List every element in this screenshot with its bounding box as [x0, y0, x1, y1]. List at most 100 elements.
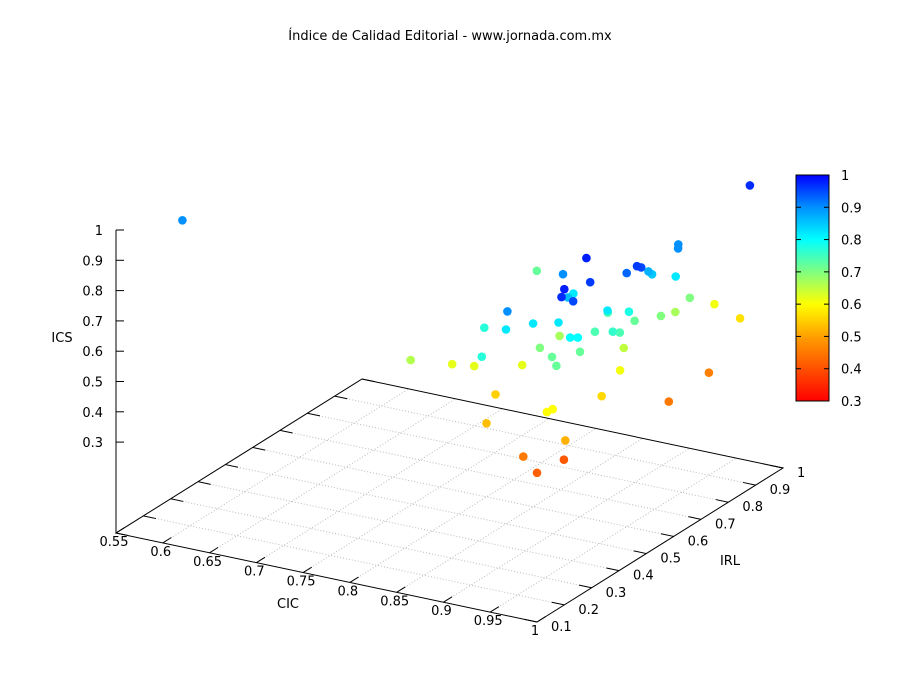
x-tick — [209, 546, 219, 554]
data-point — [582, 253, 591, 263]
x-tick — [443, 596, 453, 603]
data-point — [644, 267, 653, 276]
y-tick-mirror — [143, 515, 157, 520]
z-axis-label: ICS — [51, 331, 72, 346]
data-point — [632, 261, 642, 271]
z-tick-label: 0.3 — [82, 436, 103, 451]
colorbar-gradient — [795, 174, 830, 402]
data-point — [685, 293, 695, 303]
x-tick-label: 0.55 — [100, 535, 129, 550]
y-tick-label: 0.5 — [660, 552, 681, 567]
data-point — [575, 347, 585, 357]
y-tick-mirror — [252, 446, 266, 451]
colorbar-tick-label: 0.8 — [841, 234, 862, 249]
data-point — [532, 468, 542, 478]
z-tick-label: 0.4 — [82, 406, 103, 421]
data-point — [554, 318, 563, 327]
y-tick-mirror — [170, 498, 184, 502]
data-point — [542, 407, 552, 417]
data-point — [568, 297, 578, 306]
data-point — [555, 331, 564, 341]
data-point — [532, 266, 542, 276]
data-point — [491, 390, 500, 399]
data-point — [503, 307, 512, 316]
y-tick-label: 0.3 — [606, 586, 627, 601]
colorbar: 1 0.9 0.8 0.7 0.6 0.5 0.4 0.3 — [795, 169, 862, 410]
data-point — [608, 327, 618, 337]
x-tick-label: 0.95 — [474, 614, 503, 629]
base-frame — [114, 378, 785, 623]
grid-line-y — [225, 464, 647, 555]
data-point — [615, 366, 625, 375]
data-point — [745, 181, 755, 190]
grid-line-x — [349, 428, 597, 583]
data-point — [573, 333, 583, 342]
data-point — [603, 306, 612, 315]
data-point — [664, 397, 674, 406]
data-point — [535, 343, 545, 353]
x-tick — [396, 586, 406, 593]
x-tick-label: 0.75 — [287, 575, 316, 590]
data-point — [590, 327, 600, 337]
data-point — [704, 368, 714, 378]
y-tick-label: 0.1 — [551, 620, 572, 635]
data-point — [557, 292, 566, 302]
data-point — [597, 391, 606, 401]
data-point — [178, 216, 187, 225]
x-tick — [256, 556, 266, 564]
grid-line-x — [302, 418, 550, 573]
x-tick-label: 0.65 — [193, 555, 222, 570]
y-tick-label: 1 — [797, 466, 805, 481]
data-point — [735, 314, 745, 323]
data-point — [482, 419, 491, 428]
grid-line-y — [252, 446, 674, 537]
data-point — [560, 284, 569, 294]
data-point — [552, 361, 561, 371]
base-grid — [143, 388, 756, 613]
colorbar-tick-label: 0.4 — [841, 363, 862, 378]
z-tick-label: 1 — [95, 224, 103, 239]
data-point — [656, 311, 666, 321]
x-tick-label: 0.9 — [431, 604, 452, 619]
colorbar-tick-label: 0.7 — [841, 266, 862, 281]
z-tick-label: 0.8 — [82, 285, 103, 300]
x-tick-label: 0.6 — [150, 545, 171, 560]
data-point — [480, 323, 489, 333]
tick-labels: 0.55 0.6 0.65 0.7 0.75 0.8 0.85 0.9 0.95 1 0.1 0.2 0… — [82, 224, 805, 639]
data-point — [558, 269, 568, 279]
data-point — [528, 319, 538, 328]
grid-line-y — [279, 429, 702, 520]
grid-line-x — [443, 447, 690, 603]
data-point — [477, 352, 487, 362]
y-tick — [633, 550, 647, 555]
y-tick — [551, 601, 565, 606]
grid-line-x — [396, 437, 643, 593]
data-point — [517, 360, 527, 370]
grid-line-x — [162, 388, 410, 544]
x-tick-label: 0.85 — [380, 594, 409, 609]
data-point — [501, 325, 511, 334]
grid-line-y — [170, 498, 592, 589]
y-tick — [660, 533, 674, 537]
y-tick-label: 0.2 — [578, 603, 599, 618]
data-point — [673, 244, 683, 253]
colorbar-tick-label: 0.6 — [841, 298, 862, 313]
axes — [114, 229, 785, 623]
y-tick-mirror — [334, 395, 348, 400]
y-tick-mirror — [225, 464, 239, 468]
data-point — [519, 452, 528, 461]
colorbar-tick-label: 0.5 — [841, 330, 862, 345]
grid-line-x — [209, 398, 456, 554]
y-tick-label: 0.4 — [633, 569, 654, 584]
x-tick-label: 1 — [531, 624, 539, 639]
y-tick-label: 0.8 — [742, 500, 763, 515]
z-tick-label: 0.6 — [82, 345, 103, 360]
y-tick — [578, 584, 592, 589]
grid-line-y — [307, 412, 729, 503]
data-point — [622, 268, 631, 278]
data-point — [406, 355, 416, 365]
data-point — [630, 316, 639, 326]
data-point — [585, 277, 595, 287]
colorbar-tick-label: 0.3 — [841, 395, 862, 410]
